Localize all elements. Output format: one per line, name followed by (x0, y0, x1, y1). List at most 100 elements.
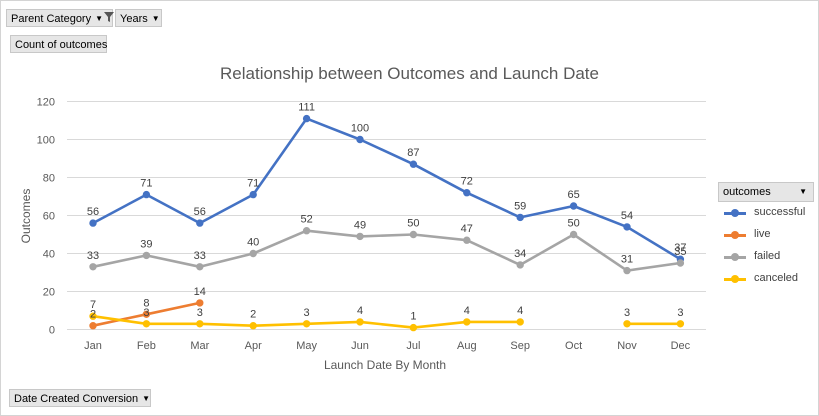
data-point-canceled (89, 312, 97, 320)
data-label: 47 (461, 223, 473, 235)
x-tick-label: Aug (457, 340, 477, 352)
data-point-canceled (623, 320, 631, 328)
data-label: 100 (351, 123, 369, 135)
dropdown-arrow-icon: ▼ (142, 394, 151, 404)
count-of-outcomes-value-button[interactable]: Count of outcomes (10, 35, 107, 53)
data-point-canceled (676, 320, 685, 328)
data-label: 34 (514, 248, 526, 260)
legend-marker (731, 209, 739, 217)
data-label: 49 (354, 219, 366, 231)
chart-title: Relationship between Outcomes and Launch… (220, 64, 599, 83)
data-label: 3 (624, 307, 630, 319)
data-point-canceled (463, 318, 471, 326)
data-label: 71 (140, 178, 152, 190)
data-label: 1 (410, 311, 416, 323)
data-label: 33 (194, 250, 206, 262)
data-point-live (89, 322, 97, 330)
data-point-canceled (302, 320, 311, 328)
filter-funnel-icon (104, 10, 115, 28)
data-point-successful (409, 160, 418, 168)
y-tick-label: 100 (37, 135, 55, 147)
data-label: 3 (143, 307, 149, 319)
x-tick-label: Mar (190, 340, 209, 352)
legend-item-canceled: canceled (718, 268, 814, 290)
data-point-successful (356, 135, 364, 144)
data-label: 31 (621, 254, 633, 266)
data-label: 33 (87, 250, 99, 262)
data-label: 56 (194, 206, 206, 218)
y-tick-label: 80 (43, 173, 55, 185)
data-point-failed (463, 236, 471, 244)
dropdown-arrow-icon: ▼ (799, 187, 807, 196)
data-label: 59 (514, 200, 526, 212)
data-label: 65 (567, 189, 579, 201)
data-point-canceled (409, 323, 418, 332)
count-of-outcomes-label: Count of outcomes (15, 39, 108, 51)
x-tick-label: Apr (245, 340, 262, 352)
legend-label: canceled (754, 272, 799, 284)
data-label: 8 (143, 297, 149, 309)
y-tick-label: 120 (37, 97, 55, 109)
data-label: 2 (250, 309, 256, 321)
x-tick-label: Jan (84, 340, 102, 352)
y-tick-label: 60 (43, 211, 55, 223)
data-point-failed (516, 261, 524, 269)
data-point-successful (89, 219, 97, 227)
data-point-successful (196, 219, 204, 227)
legend-label: successful (754, 206, 806, 218)
data-point-failed (142, 251, 151, 260)
date-created-conversion-button[interactable]: Date Created Conversion ▼ (9, 389, 151, 407)
data-point-failed (249, 249, 257, 258)
data-label: 7 (90, 299, 96, 311)
data-point-failed (676, 259, 685, 267)
data-label: 4 (517, 305, 523, 317)
legend-item-successful: successful (718, 202, 814, 224)
series-line-failed (91, 229, 682, 272)
data-point-successful (569, 202, 578, 210)
x-axis-label: Launch Date By Month (324, 358, 446, 372)
data-point-live (142, 310, 151, 318)
series-line-successful (91, 117, 682, 261)
data-label: 37 (674, 242, 686, 254)
data-point-failed (409, 230, 418, 239)
date-created-label: Date Created Conversion (14, 393, 139, 405)
data-point-canceled (356, 318, 364, 326)
parent-category-filter-button[interactable]: Parent Category ▼ (6, 9, 115, 28)
data-label: 54 (621, 210, 633, 222)
data-label: 50 (567, 218, 579, 230)
data-label: 14 (194, 286, 206, 298)
data-label: 52 (300, 214, 312, 226)
legend-item-failed: failed (718, 246, 814, 268)
legend-title: outcomes (723, 186, 771, 198)
years-filter-button[interactable]: Years ▼ (115, 9, 162, 27)
data-label: 56 (87, 206, 99, 218)
data-point-failed (89, 263, 97, 271)
data-label: 72 (461, 176, 473, 188)
data-point-successful (516, 213, 524, 222)
legend-marker (731, 275, 739, 283)
data-label: 3 (304, 307, 310, 319)
data-label: 35 (674, 246, 686, 258)
x-tick-label: Jun (351, 340, 369, 352)
data-label: 71 (247, 178, 259, 190)
y-axis-label: Outcomes (19, 189, 33, 244)
y-tick-label: 40 (43, 249, 55, 261)
data-label: 40 (247, 237, 259, 249)
data-label: 3 (197, 307, 203, 319)
legend-marker (731, 231, 739, 239)
data-point-canceled (142, 320, 151, 328)
parent-category-label: Parent Category (11, 13, 92, 25)
data-point-live (196, 299, 204, 307)
data-point-successful (142, 190, 151, 199)
data-point-successful (623, 223, 631, 231)
legend: outcomes ▼ successful live failed canceled (718, 182, 814, 290)
x-tick-label: Feb (137, 340, 156, 352)
data-label: 4 (357, 305, 363, 317)
years-label: Years (120, 13, 148, 25)
x-tick-label: Jul (406, 340, 420, 352)
legend-outcomes-filter-button[interactable]: outcomes ▼ (718, 182, 814, 202)
data-label: 111 (298, 102, 315, 114)
legend-marker (731, 253, 739, 261)
